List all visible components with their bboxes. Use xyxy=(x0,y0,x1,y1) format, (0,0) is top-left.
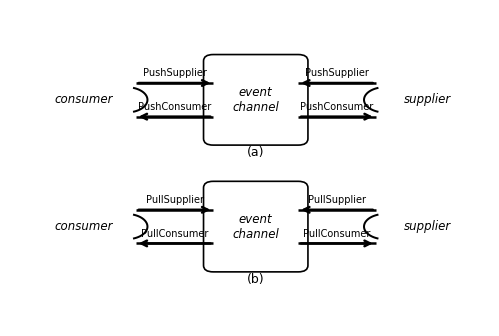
Text: event
channel: event channel xyxy=(233,213,279,241)
Text: event
channel: event channel xyxy=(233,86,279,114)
Text: PushConsumer: PushConsumer xyxy=(300,102,374,112)
FancyBboxPatch shape xyxy=(204,54,308,145)
Text: PullConsumer: PullConsumer xyxy=(141,229,208,239)
Text: (b): (b) xyxy=(247,273,264,286)
Text: PushSupplier: PushSupplier xyxy=(305,68,369,78)
Text: consumer: consumer xyxy=(54,93,113,106)
Text: supplier: supplier xyxy=(404,220,452,233)
Text: consumer: consumer xyxy=(54,220,113,233)
Text: PushSupplier: PushSupplier xyxy=(143,68,207,78)
Text: supplier: supplier xyxy=(404,93,452,106)
Text: PullConsumer: PullConsumer xyxy=(303,229,371,239)
Text: PushConsumer: PushConsumer xyxy=(138,102,211,112)
Text: PullSupplier: PullSupplier xyxy=(146,195,204,205)
Text: (a): (a) xyxy=(247,146,264,159)
Text: PullSupplier: PullSupplier xyxy=(308,195,366,205)
FancyBboxPatch shape xyxy=(204,181,308,272)
